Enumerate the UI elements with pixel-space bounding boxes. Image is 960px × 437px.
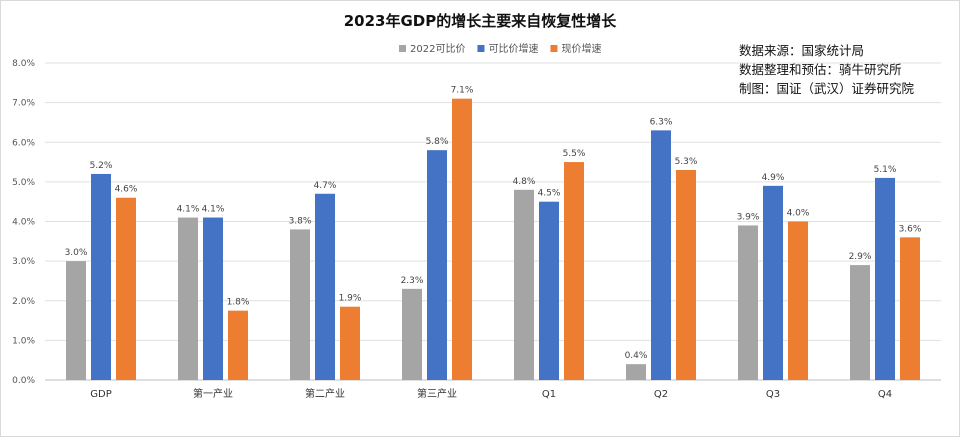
data-label: 1.9% xyxy=(339,294,362,304)
data-label: 4.1% xyxy=(177,205,200,215)
source-line-data: 数据来源：国家统计局 xyxy=(739,43,865,58)
bars xyxy=(66,98,920,380)
legend-swatch xyxy=(399,45,406,52)
data-labels: 3.0% 5.2% 4.6% 4.1% 4.1% 1.8% 3.8% 4.7% 1.9% 2.3%… xyxy=(65,86,922,361)
legend: 2022可比价 可比价增速 现价增速 xyxy=(399,42,601,55)
data-label: 3.8% xyxy=(289,216,312,226)
y-tick-label: 3.0% xyxy=(12,257,35,267)
bar xyxy=(91,173,111,380)
y-tick-label: 5.0% xyxy=(12,178,35,188)
x-category-label: 第二产业 xyxy=(305,387,345,400)
bar xyxy=(738,225,758,380)
chart-title: 2023年GDP的增长主要来自恢复性增长 xyxy=(343,12,617,30)
legend-swatch xyxy=(550,45,558,52)
y-axis-ticks: 0.0% 1.0% 2.0% 3.0% 4.0% 5.0% 6.0% 7.0% 8.0% xyxy=(12,59,35,386)
source-notes: 数据来源：国家统计局 数据整理和预估：骑牛研究所 制图：国证（武汉）证券研究院 xyxy=(739,41,914,98)
bar xyxy=(539,201,559,380)
data-label: 5.1% xyxy=(874,165,897,175)
bar xyxy=(850,265,870,380)
bar xyxy=(626,364,646,380)
legend-swatch xyxy=(477,45,485,52)
y-tick-label: 6.0% xyxy=(12,138,35,148)
bar xyxy=(402,288,422,380)
bar xyxy=(340,306,360,380)
data-label: 4.1% xyxy=(202,205,225,215)
data-label: 2.9% xyxy=(849,252,872,262)
data-label: 7.1% xyxy=(451,86,474,96)
bar xyxy=(564,162,584,380)
bar xyxy=(66,261,86,380)
bar xyxy=(427,150,447,380)
bar xyxy=(900,237,920,380)
data-label: 4.7% xyxy=(314,181,337,191)
x-category-label: Q1 xyxy=(542,389,556,400)
bar xyxy=(315,193,335,380)
legend-label: 可比价增速 xyxy=(488,42,538,55)
data-label: 3.6% xyxy=(899,224,922,234)
bar xyxy=(178,217,198,380)
bar xyxy=(290,229,310,380)
x-category-label: GDP xyxy=(90,389,111,400)
data-label: 3.9% xyxy=(737,212,760,222)
legend-label: 现价增速 xyxy=(561,42,601,55)
x-category-label: Q3 xyxy=(766,389,780,400)
data-label: 5.5% xyxy=(563,149,586,159)
data-label: 4.6% xyxy=(115,185,138,195)
bar xyxy=(514,189,534,380)
data-label: 6.3% xyxy=(650,117,673,127)
bar xyxy=(452,98,472,380)
bar xyxy=(203,217,223,380)
data-label: 5.3% xyxy=(675,157,698,167)
source-line-credit: 制图：国证（武汉）证券研究院 xyxy=(739,81,915,96)
bar xyxy=(116,197,136,380)
y-tick-label: 1.0% xyxy=(12,336,35,346)
data-label: 1.8% xyxy=(227,298,250,308)
x-category-label: 第三产业 xyxy=(417,387,457,400)
x-category-label: Q2 xyxy=(654,389,668,400)
bar xyxy=(788,221,808,380)
x-axis-categories: GDP 第一产业 第二产业 第三产业 Q1 Q2 Q3 Q4 xyxy=(90,387,892,400)
data-label: 4.0% xyxy=(787,209,810,219)
y-tick-label: 0.0% xyxy=(12,376,35,386)
data-label: 5.2% xyxy=(90,161,113,171)
bar xyxy=(875,177,895,380)
source-line-estimate: 数据整理和预估：骑牛研究所 xyxy=(739,62,902,77)
y-tick-label: 4.0% xyxy=(12,218,35,228)
x-category-label: Q4 xyxy=(878,389,892,400)
data-label: 0.4% xyxy=(625,351,648,361)
legend-label: 2022可比价 xyxy=(410,43,465,55)
data-label: 5.8% xyxy=(426,137,449,147)
data-label: 4.5% xyxy=(538,189,561,199)
data-label: 4.8% xyxy=(513,177,536,187)
bar xyxy=(763,185,783,380)
bar xyxy=(651,130,671,380)
data-label: 4.9% xyxy=(762,173,785,183)
y-tick-label: 2.0% xyxy=(12,297,35,307)
y-tick-label: 7.0% xyxy=(12,99,35,109)
bar xyxy=(228,310,248,380)
data-label: 2.3% xyxy=(401,276,424,286)
y-tick-label: 8.0% xyxy=(12,59,35,69)
data-label: 3.0% xyxy=(65,248,88,258)
x-category-label: 第一产业 xyxy=(193,387,233,400)
bar xyxy=(676,169,696,380)
